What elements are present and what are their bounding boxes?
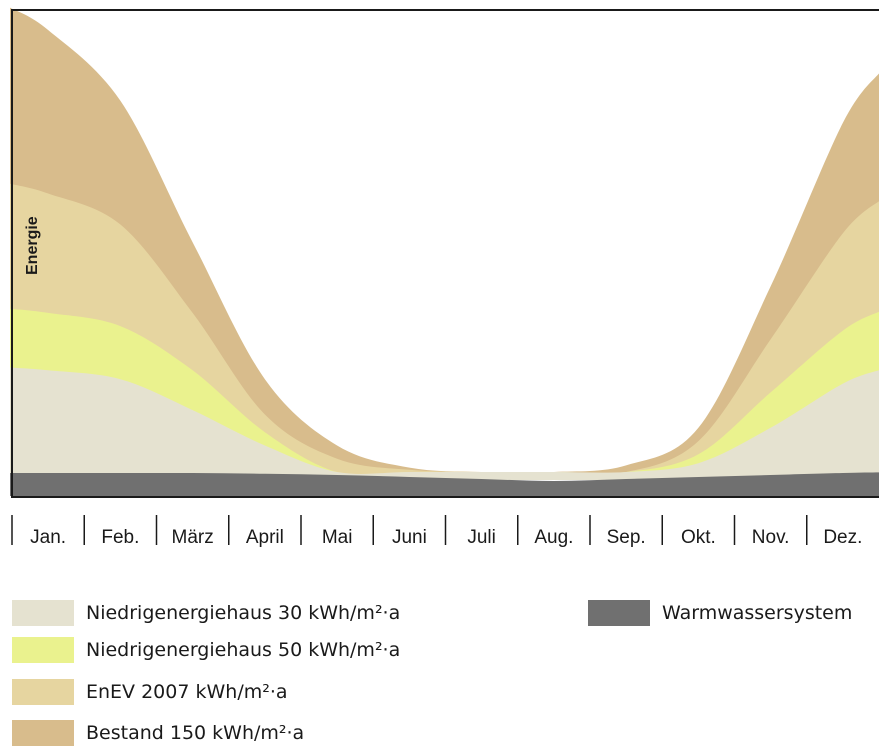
legend-item: Bestand 150 kWh/m²·a [12, 720, 304, 746]
x-tick-label: Nov. [752, 527, 790, 548]
legend-label: EnEV 2007 kWh/m²·a [86, 681, 288, 703]
legend-item: Niedrigenergiehaus 30 kWh/m²·a [12, 600, 400, 626]
legend-swatch [12, 600, 74, 626]
legend-label: Bestand 150 kWh/m²·a [86, 722, 305, 744]
area-series-1 [10, 367, 879, 480]
area-series-warmwasser [10, 472, 879, 496]
x-tick-label: Feb. [101, 527, 139, 548]
chart-areas [10, 7, 879, 496]
x-tick-label: Sep. [607, 527, 646, 548]
legend-label: Warmwassersystem [662, 602, 853, 624]
legend-item: Niedrigenergiehaus 50 kWh/m²·a [12, 637, 400, 663]
x-axis-ticks [11, 515, 808, 545]
legend-label: Niedrigenergiehaus 50 kWh/m²·a [86, 639, 401, 661]
chart: Energie Jan. Feb. März April Mai Juni Juli Aug.… [10, 7, 879, 548]
x-tick-label: Mai [322, 527, 353, 548]
x-tick-label: Juni [392, 527, 427, 548]
x-tick-label: März [172, 527, 214, 548]
legend-swatch [12, 637, 74, 663]
x-tick-label: Aug. [534, 527, 573, 548]
legend-label: Niedrigenergiehaus 30 kWh/m²·a [86, 602, 401, 624]
x-axis-labels: Jan. Feb. März April Mai Juni Juli Aug. Sep. Okt.… [30, 527, 862, 548]
y-axis-label: Energie [24, 216, 41, 275]
legend-swatch [12, 679, 74, 705]
x-tick-label: April [246, 527, 284, 548]
legend-item: Warmwassersystem [588, 600, 852, 626]
plot-frame [11, 9, 879, 498]
legend-item: EnEV 2007 kWh/m²·a [12, 679, 288, 705]
x-tick-label: Okt. [681, 527, 716, 548]
legend-swatch [12, 720, 74, 746]
x-tick-label: Jan. [30, 527, 66, 548]
x-tick-label: Juli [467, 527, 496, 548]
area-series-4 [10, 7, 879, 480]
x-tick-label: Dez. [823, 527, 862, 548]
legend-swatch [588, 600, 650, 626]
